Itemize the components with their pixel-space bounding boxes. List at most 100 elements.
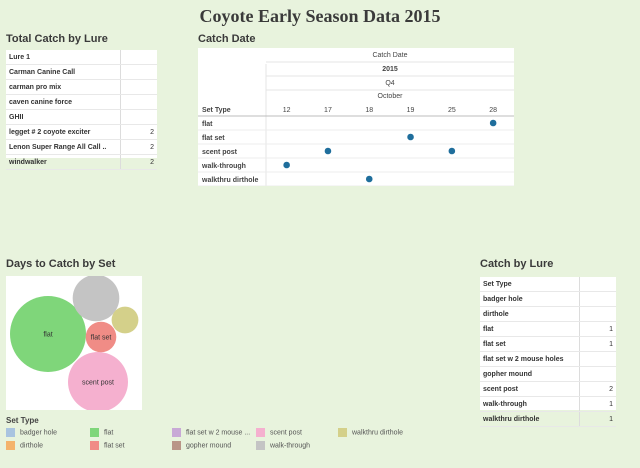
column-header: Set Type bbox=[480, 277, 580, 292]
bubble-label: scent post bbox=[82, 380, 114, 387]
bubble-label: flat set bbox=[91, 335, 112, 342]
set-type-value: 2 bbox=[579, 381, 616, 397]
legend-item[interactable]: scent post bbox=[256, 428, 302, 438]
legend-swatch bbox=[172, 428, 181, 437]
set-type-value bbox=[579, 291, 616, 307]
lure-label: caven canine force bbox=[6, 94, 121, 110]
data-point bbox=[283, 161, 290, 169]
lure-value: 2 bbox=[120, 154, 157, 170]
table-row: Carman Canine Call bbox=[6, 64, 157, 80]
set-type-value: 1 bbox=[579, 411, 616, 427]
bubble-walk-through bbox=[72, 274, 120, 322]
lure-value bbox=[120, 94, 157, 110]
legend-swatch bbox=[256, 441, 265, 450]
legend-item[interactable]: flat set w 2 mouse ... bbox=[172, 428, 250, 438]
table-row: carman pro mix bbox=[6, 79, 157, 95]
legend-swatch bbox=[172, 441, 181, 450]
catch-by-lure-title: Catch by Lure bbox=[480, 258, 554, 270]
lure-value bbox=[120, 79, 157, 95]
legend-label: badger hole bbox=[20, 429, 57, 437]
legend-item[interactable]: walkthru dirthole bbox=[338, 428, 403, 438]
set-type-value bbox=[579, 366, 616, 382]
table-row: flat set w 2 mouse holes bbox=[480, 351, 616, 367]
set-type-header: Set Type bbox=[202, 107, 231, 114]
legend-title: Set Type bbox=[6, 416, 39, 425]
legend-swatch bbox=[90, 428, 99, 437]
set-type-label: gopher mound bbox=[480, 366, 580, 382]
legend-swatch bbox=[6, 428, 15, 437]
bubble-svg: flat scent post flat set bbox=[10, 274, 139, 412]
legend-swatch bbox=[338, 428, 347, 437]
legend-swatch bbox=[6, 441, 15, 450]
table-row: gopher mound bbox=[480, 366, 616, 382]
date-header-line: October bbox=[378, 93, 404, 100]
catch-by-lure-table: Set Type badger hole dirthole flat 1 flat set… bbox=[480, 277, 616, 427]
table-row: flat set 1 bbox=[480, 336, 616, 352]
table-row: caven canine force bbox=[6, 94, 157, 110]
legend-label: scent post bbox=[270, 429, 302, 437]
x-tick-label: 18 bbox=[365, 107, 373, 114]
legend-item[interactable]: dirthole bbox=[6, 441, 43, 451]
set-type-value: 1 bbox=[579, 336, 616, 352]
bubble-flat-set bbox=[85, 321, 117, 353]
legend-label: gopher mound bbox=[186, 442, 232, 450]
lure-label: GHII bbox=[6, 109, 121, 125]
lure-label: Carman Canine Call bbox=[6, 64, 121, 80]
lure-label: carman pro mix bbox=[6, 79, 121, 95]
legend-item[interactable]: badger hole bbox=[6, 428, 57, 438]
legend-label: walkthru dirthole bbox=[352, 429, 403, 437]
date-header-line: Q4 bbox=[385, 80, 394, 87]
value-header bbox=[579, 277, 616, 292]
set-type-value bbox=[579, 306, 616, 322]
lure-value: 2 bbox=[120, 124, 157, 140]
table-row: legget # 2 coyote exciter 2 bbox=[6, 124, 157, 140]
set-type-label: dirthole bbox=[480, 306, 580, 322]
data-point bbox=[365, 175, 373, 183]
table-row: GHII bbox=[6, 109, 157, 125]
table-row: scent post 2 bbox=[480, 381, 616, 397]
legend-swatch bbox=[90, 441, 99, 450]
data-point bbox=[448, 147, 456, 155]
legend-item[interactable]: flat set bbox=[90, 441, 125, 451]
category-label: scent post bbox=[202, 149, 238, 156]
x-tick-label: 12 bbox=[283, 107, 291, 114]
table-header-row: Set Type bbox=[480, 277, 616, 292]
x-tick-label: 19 bbox=[407, 107, 415, 114]
date-header-line: 2015 bbox=[382, 66, 398, 73]
data-point bbox=[407, 133, 414, 141]
legend-item[interactable]: flat bbox=[90, 428, 113, 438]
legend-label: flat set bbox=[104, 442, 125, 450]
table-row: windwalker 2 bbox=[6, 154, 157, 170]
table-row: walkthru dirthole 1 bbox=[480, 411, 616, 427]
category-label: flat set bbox=[202, 135, 225, 142]
bubble-label: flat bbox=[43, 332, 52, 339]
legend-item[interactable]: walk-through bbox=[256, 441, 310, 451]
lure-value bbox=[120, 64, 157, 80]
x-tick-label: 28 bbox=[489, 107, 497, 114]
table-row: Lenon Super Range All Call .. 2 bbox=[6, 139, 157, 155]
date-header-line: Catch Date bbox=[372, 52, 407, 59]
lure-label: legget # 2 coyote exciter bbox=[6, 124, 121, 140]
set-type-label: walkthru dirthole bbox=[480, 411, 580, 427]
set-type-value: 1 bbox=[579, 396, 616, 412]
legend-label: flat set w 2 mouse ... bbox=[186, 429, 251, 437]
data-point bbox=[324, 147, 332, 155]
lure-value bbox=[120, 109, 157, 125]
set-type-value: 1 bbox=[579, 321, 616, 337]
set-type-value bbox=[579, 351, 616, 367]
catch-date-svg: Catch Date 2015 Q4 October Set Type 12 17 18 19 2… bbox=[198, 52, 514, 187]
set-type-label: scent post bbox=[480, 381, 580, 397]
catch-date-title: Catch Date bbox=[198, 33, 256, 45]
x-tick-label: 17 bbox=[324, 107, 332, 114]
table-header-row: Lure 1 bbox=[6, 50, 157, 65]
total-catch-title: Total Catch by Lure bbox=[6, 33, 108, 45]
days-to-catch-title: Days to Catch by Set bbox=[6, 258, 116, 270]
table-row: dirthole bbox=[480, 306, 616, 322]
category-label: walk-through bbox=[201, 163, 246, 170]
table-row: badger hole bbox=[480, 291, 616, 307]
set-type-label: flat bbox=[480, 321, 580, 337]
legend-item[interactable]: gopher mound bbox=[172, 441, 231, 451]
total-catch-table: Lure 1 Carman Canine Call carman pro mix ca… bbox=[6, 50, 157, 170]
lure-value: 2 bbox=[120, 139, 157, 155]
set-type-label: flat set bbox=[480, 336, 580, 352]
